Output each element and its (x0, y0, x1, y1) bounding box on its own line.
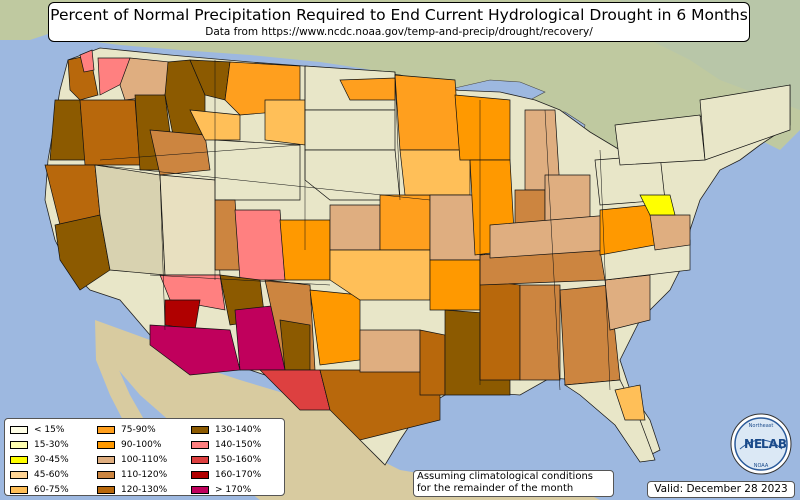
region-sd (304, 109, 396, 151)
legend-column-2: 75-90% 90-100% 100-110% 110-120% 120-130… (97, 422, 167, 497)
region-wa-puget (79, 49, 95, 73)
legend-item: 100-110% (97, 452, 167, 467)
legend-swatch (191, 455, 209, 464)
region-mn (394, 74, 461, 151)
legend-item: 60-75% (10, 482, 69, 497)
legend-swatch (97, 470, 115, 479)
assumption-note: Assuming climatological conditions for t… (413, 470, 614, 497)
legend-label: > 170% (215, 484, 252, 495)
region-ks-east (379, 194, 431, 251)
legend-label: 60-75% (34, 484, 69, 495)
legend-column-1: < 15% 15-30% 30-45% 45-60% 60-75% (10, 422, 69, 497)
legend-swatch (97, 485, 115, 494)
legend-item: < 15% (10, 422, 69, 437)
legend-swatch (10, 440, 28, 449)
logo-text-right: LAB (761, 437, 787, 451)
legend-swatch (97, 425, 115, 434)
legend-swatch (10, 455, 28, 464)
legend-swatch (97, 455, 115, 464)
region-az-north (159, 274, 226, 311)
legend-item: 120-130% (97, 482, 167, 497)
region-id-south (149, 129, 211, 176)
legend-label: 120-130% (121, 484, 168, 495)
legend-item: 140-150% (191, 437, 261, 452)
region-or-west (49, 99, 86, 161)
legend-label: 15-30% (34, 439, 69, 450)
legend-label: 45-60% (34, 469, 69, 480)
region-nv (94, 164, 166, 276)
region-ms (479, 279, 521, 381)
note-line-1: Assuming climatological conditions (417, 471, 593, 482)
legend-label: 140-150% (215, 439, 262, 450)
legend-swatch (97, 440, 115, 449)
region-az-central (164, 299, 201, 331)
legend-item: 150-160% (191, 452, 261, 467)
legend-item: 130-140% (191, 422, 261, 437)
valid-date: Valid: December 28 2023 (647, 481, 795, 498)
region-va-east (649, 214, 691, 251)
region-co-central (234, 209, 286, 281)
legend-swatch (191, 470, 209, 479)
region-sc (604, 274, 651, 331)
region-az-south (149, 324, 241, 376)
legend-swatch (191, 440, 209, 449)
legend-item: 30-45% (10, 452, 69, 467)
region-tx-north (359, 329, 421, 373)
region-nd-east (339, 77, 396, 101)
legend: < 15% 15-30% 30-45% 45-60% 60-75% 75-90%… (4, 418, 285, 496)
region-ok (329, 249, 431, 301)
title-box: Percent of Normal Precipitation Required… (48, 2, 750, 42)
legend-item: 160-170% (191, 467, 261, 482)
state-boundaries (94, 60, 611, 391)
legend-swatch (191, 485, 209, 494)
region-ks-west (329, 204, 381, 251)
legend-swatch (10, 470, 28, 479)
legend-swatch (10, 485, 28, 494)
legend-label: 110-120% (121, 469, 168, 480)
legend-item: 15-30% (10, 437, 69, 452)
legend-swatch (10, 425, 28, 434)
legend-item: 45-60% (10, 467, 69, 482)
legend-label: 75-90% (121, 424, 156, 435)
region-fl-panhandle (614, 384, 646, 421)
logo-text-bottom: NOAA (754, 463, 769, 469)
logo-text-top: Northeast (749, 423, 774, 429)
legend-label: 160-170% (215, 469, 262, 480)
region-ut (159, 174, 221, 276)
legend-swatch (191, 425, 209, 434)
region-fl (563, 379, 656, 463)
region-al (519, 284, 561, 381)
legend-label: 30-45% (34, 454, 69, 465)
legend-label: 150-160% (215, 454, 262, 465)
legend-label: 130-140% (215, 424, 262, 435)
legend-item: 110-120% (97, 467, 167, 482)
region-or-central (79, 99, 141, 166)
legend-item: 75-90% (97, 422, 167, 437)
region-mt-east (264, 99, 306, 146)
note-line-2: for the remainder of the month (417, 483, 574, 494)
legend-item: > 170% (191, 482, 261, 497)
legend-label: < 15% (34, 424, 65, 435)
region-ne-states (699, 84, 791, 161)
map-subtitle: Data from https://www.ncdc.noaa.gov/temp… (205, 26, 593, 38)
legend-column-3: 130-140% 140-150% 150-160% 160-170% > 17… (191, 422, 261, 497)
region-tx-east (419, 329, 446, 396)
region-md (639, 194, 676, 216)
region-wi (454, 94, 511, 161)
region-wa-east (119, 57, 171, 101)
region-ca-central (54, 214, 111, 291)
legend-label: 100-110% (121, 454, 168, 465)
legend-item: 90-100% (97, 437, 167, 452)
drought-regions (44, 49, 791, 463)
region-ar (429, 259, 481, 311)
nelab-logo: NE LAB Northeast NOAA (730, 413, 792, 475)
map-title: Percent of Normal Precipitation Required… (50, 6, 748, 24)
region-nm-se (279, 319, 311, 371)
legend-label: 90-100% (121, 439, 162, 450)
logo-text-left: NE (744, 437, 762, 451)
region-wy (214, 139, 301, 201)
